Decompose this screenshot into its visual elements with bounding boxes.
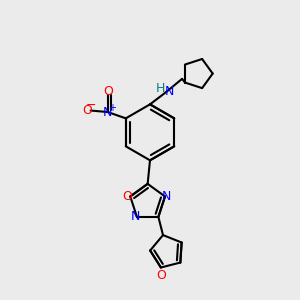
Text: O: O: [122, 190, 132, 203]
Text: O: O: [156, 269, 166, 282]
Text: N: N: [103, 106, 112, 118]
Text: N: N: [131, 210, 140, 224]
Text: H: H: [156, 82, 166, 95]
Text: −: −: [86, 99, 97, 112]
Text: +: +: [108, 103, 116, 113]
Text: O: O: [82, 104, 92, 117]
Text: O: O: [103, 85, 112, 98]
Text: N: N: [164, 85, 174, 98]
Text: N: N: [162, 190, 171, 203]
